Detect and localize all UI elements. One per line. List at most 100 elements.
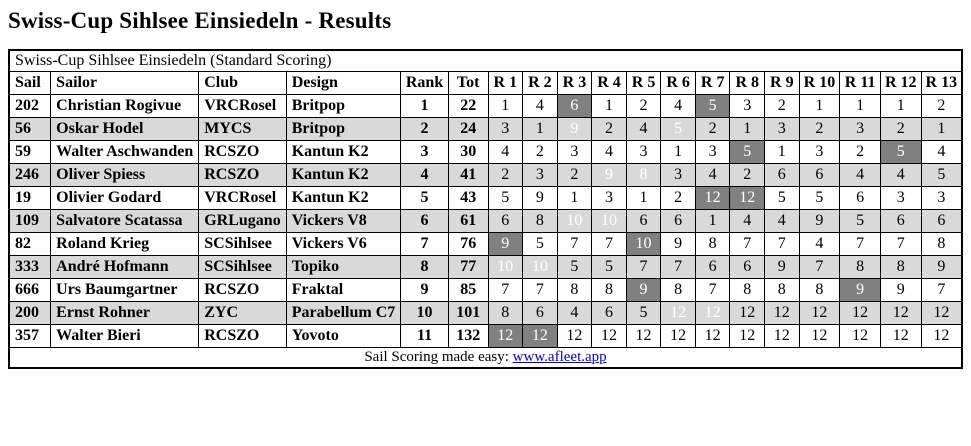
race-score-cell: 1 xyxy=(487,94,524,118)
sail-cell: 109 xyxy=(8,209,52,233)
race-score-cell: 6 xyxy=(798,163,841,187)
club-cell: VRCRosel xyxy=(198,186,287,210)
race-score-cell: 3 xyxy=(556,140,593,164)
race-score-cell: 12 xyxy=(879,324,922,348)
race-score-cell: 12 xyxy=(879,301,922,325)
race-score-cell: 8 xyxy=(879,255,922,279)
race-score-cell: 6 xyxy=(660,209,696,233)
table-caption: Swiss-Cup Sihlsee Einsiedeln (Standard S… xyxy=(8,49,963,72)
design-cell: Kantun K2 xyxy=(285,186,402,210)
race-score-cell: 9 xyxy=(798,209,841,233)
race-score-cell-discarded: 10 xyxy=(625,232,662,256)
race-score-cell: 9 xyxy=(660,232,696,256)
race-score-cell: 8 xyxy=(591,278,627,302)
total-cell: 77 xyxy=(447,255,489,279)
race-score-cell: 7 xyxy=(798,255,841,279)
race-score-cell: 7 xyxy=(660,255,696,279)
column-header-rank: Rank xyxy=(400,71,449,95)
race-score-cell: 5 xyxy=(625,301,662,325)
race-score-cell: 5 xyxy=(839,209,881,233)
race-score-cell: 4 xyxy=(591,140,627,164)
race-score-cell-discarded: 10 xyxy=(556,209,593,233)
race-score-cell-discarded: 12 xyxy=(694,301,731,325)
race-score-cell: 5 xyxy=(556,255,593,279)
sail-cell: 200 xyxy=(8,301,52,325)
page-title: Swiss-Cup Sihlsee Einsiedeln - Results xyxy=(8,8,392,33)
race-score-cell: 1 xyxy=(522,117,558,141)
table-body: 202 Christian Rogivue VRCRosel Britpop 1 22 1 4… xyxy=(8,94,963,348)
rank-cell: 7 xyxy=(400,232,449,256)
sail-cell: 357 xyxy=(8,324,52,348)
race-score-cell-discarded: 9 xyxy=(556,117,593,141)
race-score-cell: 2 xyxy=(522,140,558,164)
race-score-cell: 8 xyxy=(660,278,696,302)
race-score-cell: 2 xyxy=(839,140,881,164)
caption-row: Swiss-Cup Sihlsee Einsiedeln (Standard S… xyxy=(8,49,963,72)
race-score-cell: 8 xyxy=(522,209,558,233)
table-row: 357 Walter Bieri RCSZO Yovoto 11 132 12 12 12 12 1… xyxy=(8,324,963,348)
race-score-cell-discarded: 12 xyxy=(694,186,731,210)
race-score-cell: 3 xyxy=(522,163,558,187)
race-score-cell: 6 xyxy=(839,186,881,210)
race-score-cell: 3 xyxy=(591,186,627,210)
race-score-cell-discarded: 5 xyxy=(694,94,731,118)
race-score-cell-discarded: 9 xyxy=(591,163,627,187)
race-score-cell: 9 xyxy=(764,255,800,279)
column-header-r-3: R 3 xyxy=(556,71,593,95)
rank-cell: 3 xyxy=(400,140,449,164)
race-score-cell: 1 xyxy=(660,140,696,164)
race-score-cell: 1 xyxy=(879,94,922,118)
race-score-cell: 2 xyxy=(591,117,627,141)
race-score-cell-discarded: 6 xyxy=(556,94,593,118)
rank-cell: 5 xyxy=(400,186,449,210)
race-score-cell: 1 xyxy=(920,117,963,141)
race-score-cell: 3 xyxy=(764,117,800,141)
table-row: 56 Oskar Hodel MYCS Britpop 2 24 3 1 9 2 4 5 2 1 3 2 3 2 1 xyxy=(8,117,963,141)
race-score-cell: 12 xyxy=(839,324,881,348)
total-cell: 24 xyxy=(447,117,489,141)
race-score-cell: 6 xyxy=(920,209,963,233)
column-header-r-8: R 8 xyxy=(729,71,766,95)
race-score-cell-discarded: 10 xyxy=(487,255,524,279)
rank-cell: 2 xyxy=(400,117,449,141)
race-score-cell: 12 xyxy=(839,301,881,325)
column-header-tot: Tot xyxy=(447,71,489,95)
column-header-r-2: R 2 xyxy=(522,71,558,95)
race-score-cell: 8 xyxy=(556,278,593,302)
column-header-r-9: R 9 xyxy=(764,71,800,95)
column-header-r-4: R 4 xyxy=(591,71,627,95)
table-head: Swiss-Cup Sihlsee Einsiedeln (Standard S… xyxy=(8,49,963,95)
race-score-cell-discarded: 10 xyxy=(591,209,627,233)
race-score-cell: 8 xyxy=(764,278,800,302)
race-score-cell-discarded: 5 xyxy=(729,140,766,164)
column-header-r-11: R 11 xyxy=(839,71,881,95)
sailor-cell: Christian Rogivue xyxy=(50,94,200,118)
race-score-cell: 4 xyxy=(660,94,696,118)
table-foot: Sail Scoring made easy: www.afleet.app xyxy=(8,347,963,369)
club-cell: RCSZO xyxy=(198,163,287,187)
race-score-cell: 3 xyxy=(694,140,731,164)
race-score-cell: 2 xyxy=(625,94,662,118)
column-header-sailor: Sailor xyxy=(50,71,200,95)
column-header-r-12: R 12 xyxy=(879,71,922,95)
race-score-cell: 2 xyxy=(660,186,696,210)
club-cell: RCSZO xyxy=(198,324,287,348)
race-score-cell-discarded: 9 xyxy=(839,278,881,302)
race-score-cell: 12 xyxy=(591,324,627,348)
race-score-cell: 12 xyxy=(920,324,963,348)
sail-cell: 666 xyxy=(8,278,52,302)
race-score-cell: 8 xyxy=(487,301,524,325)
race-score-cell-discarded: 5 xyxy=(660,117,696,141)
sail-cell: 82 xyxy=(8,232,52,256)
afleet-link[interactable]: www.afleet.app xyxy=(512,349,607,365)
design-cell: Kantun K2 xyxy=(285,163,402,187)
table-row: 82 Roland Krieg SCSihlsee Vickers V6 7 76 9 5 7 7… xyxy=(8,232,963,256)
race-score-cell: 1 xyxy=(556,186,593,210)
table-row: 200 Ernst Rohner ZYC Parabellum C7 10 101 8 6 4 6… xyxy=(8,301,963,325)
race-score-cell: 4 xyxy=(556,301,593,325)
club-cell: GRLugano xyxy=(198,209,287,233)
race-score-cell: 5 xyxy=(591,255,627,279)
column-header-r-5: R 5 xyxy=(625,71,662,95)
race-score-cell: 12 xyxy=(729,301,766,325)
race-score-cell: 2 xyxy=(879,117,922,141)
